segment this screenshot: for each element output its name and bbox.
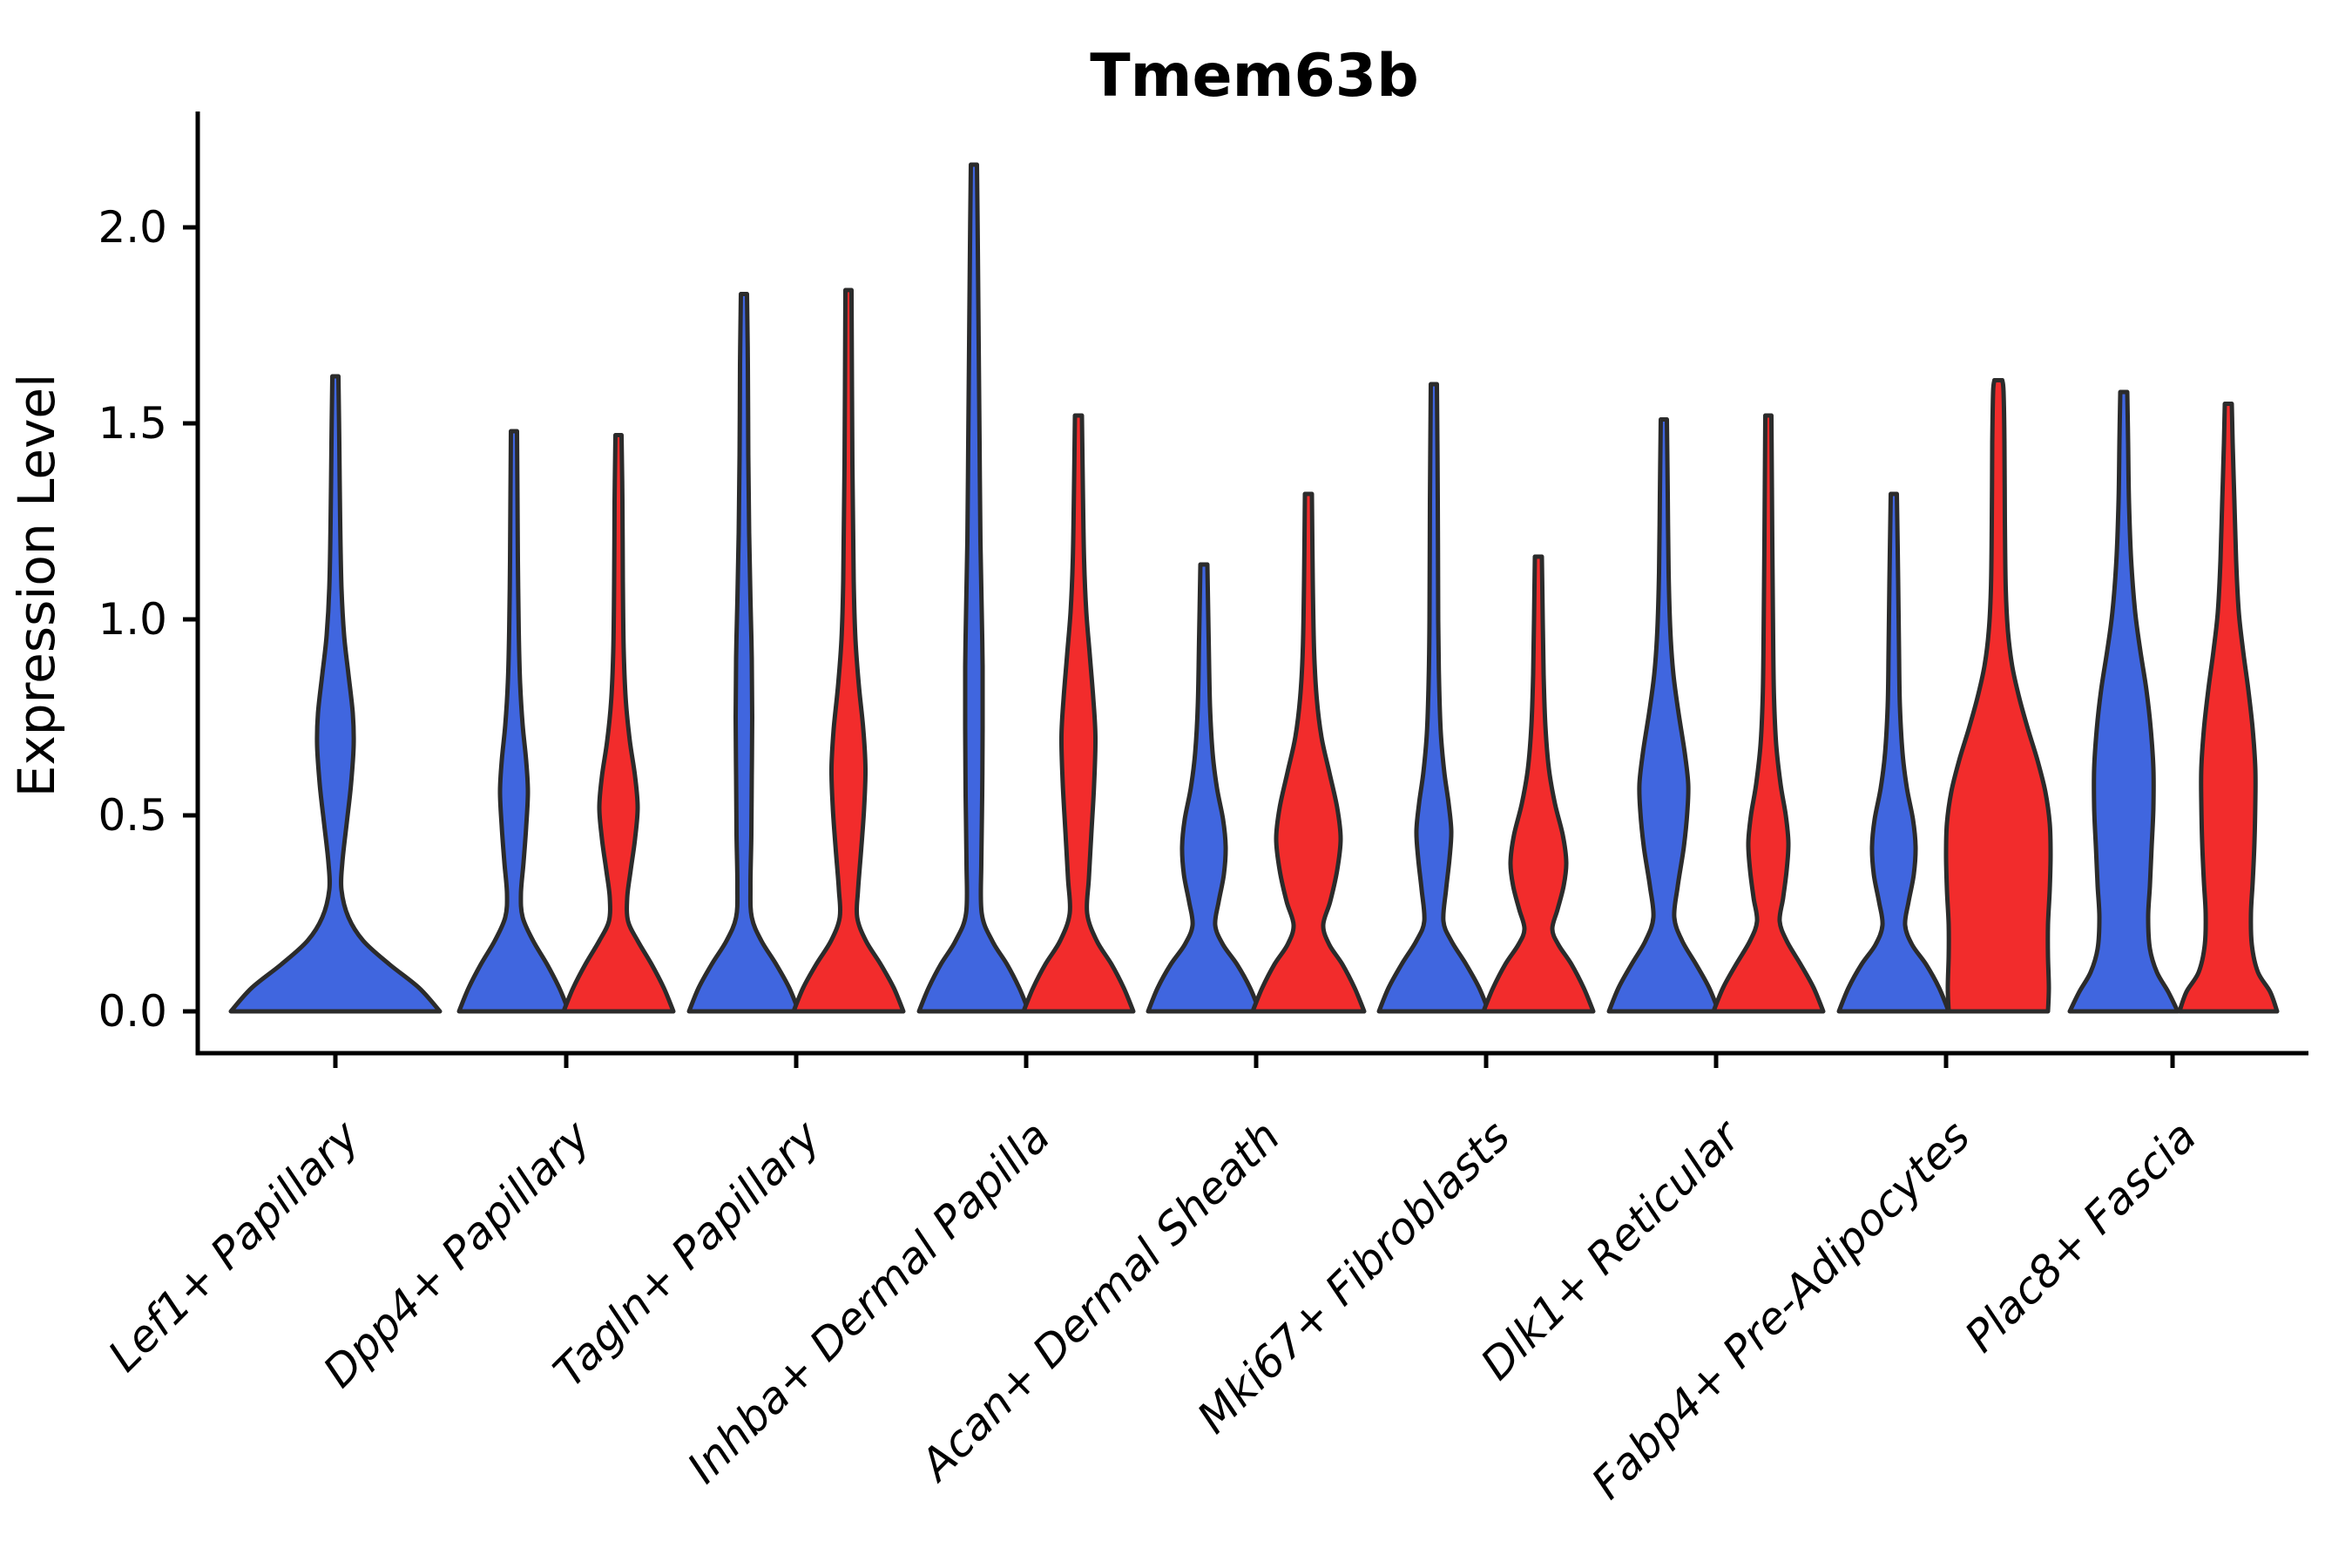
y-tick-label: 0.0 [98,986,167,1037]
violin-red-inhba-dermal-papilla [1021,413,1136,1014]
violin-blue-fabp4-pre-adipocytes [1836,491,1951,1014]
x-tick-label-plac8-fascia: Plac8+ Fascia [1956,1111,2207,1362]
violin-blue-acan-dermal-sheath [1146,562,1262,1014]
violin-red-dlk1-reticular [1711,413,1826,1014]
violin-red-plac8-fascia [2177,402,2280,1014]
violin-blue-inhba-dermal-papilla [916,162,1031,1014]
violin-red-mki67-fibroblasts [1481,554,1596,1014]
x-tick-label-fabp4-pre-adipocytes: Fabp4+ Pre-Adipocytes [1582,1111,1980,1509]
violin-red-fabp4-pre-adipocytes [1943,378,2053,1014]
y-axis-ticks: 0.0 0.5 1.0 1.5 2.0 [98,202,198,1037]
violin-blue-tagln-papillary [686,292,801,1014]
x-tick-label-lef1-papillary: Lef1+ Papillary [98,1110,369,1381]
y-tick-label: 2.0 [98,202,167,253]
violin-blue-dlk1-reticular [1606,417,1721,1014]
y-tick-label: 0.5 [98,790,167,841]
violin-blue-plac8-fascia [2067,389,2180,1014]
violin-red-tagln-papillary [791,287,906,1014]
violin-shapes [228,162,2280,1014]
violin-red-acan-dermal-sheath [1250,491,1367,1014]
violin-blue-dpp4-papillary [456,429,571,1014]
violin-red-dpp4-papillary [561,433,676,1014]
y-tick-label: 1.0 [98,594,167,645]
axes [195,112,2308,1056]
chart-title: Tmem63b [1090,42,1419,111]
y-tick-label: 1.5 [98,398,167,449]
violin-blue-mki67-fibroblasts [1376,382,1491,1014]
violin-blue-lef1-papillary [228,374,443,1014]
y-axis-label: Expression Level [7,374,66,797]
x-tick-label-inhba-dermal-papilla: Inhba+ Dermal Papilla [678,1111,1059,1492]
